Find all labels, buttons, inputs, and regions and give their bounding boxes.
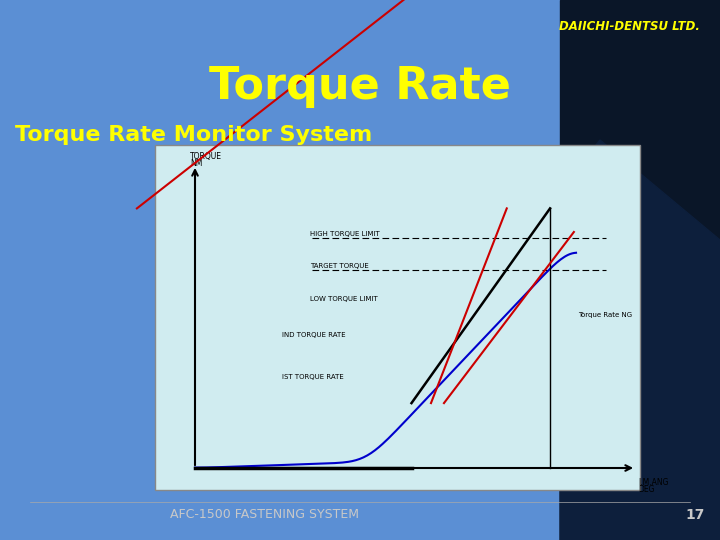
Text: Torque Rate NG: Torque Rate NG: [578, 312, 632, 318]
Text: HIGH TORQUE LIMIT: HIGH TORQUE LIMIT: [310, 231, 379, 237]
Text: LOW TORQUE LIMIT: LOW TORQUE LIMIT: [310, 296, 378, 302]
Text: 17: 17: [685, 508, 705, 522]
Text: NM: NM: [190, 159, 202, 168]
Text: AFC-1500 FASTENING SYSTEM: AFC-1500 FASTENING SYSTEM: [171, 509, 359, 522]
Text: IST TORQUE RATE: IST TORQUE RATE: [282, 374, 343, 380]
Text: Torque Rate: Torque Rate: [209, 65, 511, 108]
Text: IND TORQUE RATE: IND TORQUE RATE: [282, 332, 345, 338]
Text: DEG: DEG: [638, 485, 654, 494]
Text: I.M.ANG: I.M.ANG: [638, 478, 668, 487]
Text: TORQUE: TORQUE: [190, 152, 222, 161]
Text: Torque Rate Monitor System: Torque Rate Monitor System: [15, 125, 372, 145]
Polygon shape: [560, 0, 720, 540]
FancyBboxPatch shape: [155, 145, 640, 490]
Text: DAIICHI-DENTSU LTD.: DAIICHI-DENTSU LTD.: [559, 20, 700, 33]
Wedge shape: [520, 167, 720, 388]
Polygon shape: [560, 140, 720, 540]
Text: TARGET TORQUE: TARGET TORQUE: [310, 264, 369, 269]
